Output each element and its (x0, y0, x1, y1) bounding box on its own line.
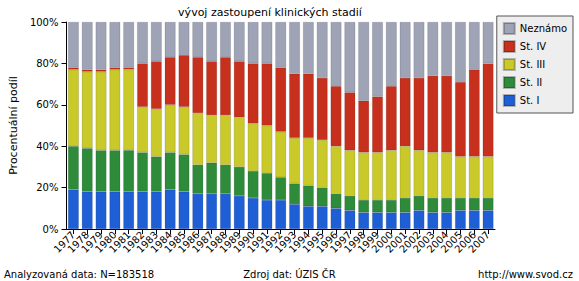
svg-text:1985: 1985 (162, 229, 188, 255)
svg-text:1997: 1997 (328, 229, 354, 255)
svg-text:1981: 1981 (106, 229, 133, 255)
svg-text:2004: 2004 (424, 229, 451, 255)
svg-text:2001: 2001 (383, 229, 409, 255)
svg-text:1980: 1980 (93, 229, 119, 255)
svg-text:1984: 1984 (148, 229, 174, 255)
svg-text:2005: 2005 (438, 229, 465, 255)
svg-text:1978: 1978 (65, 229, 92, 255)
svg-text:20%: 20% (36, 182, 58, 193)
svg-text:Neznámo: Neznámo (520, 23, 567, 34)
svg-text:http://www.svod.cz: http://www.svod.cz (478, 269, 573, 280)
svg-text:1982: 1982 (120, 229, 147, 255)
svg-text:1987: 1987 (189, 229, 216, 255)
svg-text:1991: 1991 (245, 229, 271, 255)
svg-text:1995: 1995 (300, 229, 327, 255)
svg-text:1994: 1994 (286, 229, 313, 255)
svg-text:1993: 1993 (272, 229, 299, 255)
svg-text:1986: 1986 (175, 229, 202, 255)
svg-text:2003: 2003 (410, 229, 437, 255)
svg-text:1998: 1998 (341, 229, 368, 255)
svg-text:2000: 2000 (369, 229, 396, 255)
svg-text:1990: 1990 (231, 229, 257, 255)
svg-text:2006: 2006 (452, 229, 479, 255)
svg-text:80%: 80% (36, 58, 58, 69)
svg-text:Procentuální podíl: Procentuální podíl (7, 76, 20, 175)
svg-text:St. IV: St. IV (520, 41, 547, 52)
svg-text:2007: 2007 (466, 229, 492, 255)
svg-text:Zdroj dat: ÚZIS ČR: Zdroj dat: ÚZIS ČR (243, 268, 336, 280)
svg-text:vývoj zastoupení klinických st: vývoj zastoupení klinických stadií (178, 6, 363, 19)
svg-text:2002: 2002 (397, 229, 423, 255)
svg-text:0%: 0% (43, 224, 59, 235)
svg-text:Analyzovaná data: N=183518: Analyzovaná data: N=183518 (4, 269, 154, 280)
svg-text:60%: 60% (36, 99, 58, 110)
svg-text:St. III: St. III (520, 59, 545, 70)
svg-text:40%: 40% (36, 141, 58, 152)
svg-text:1988: 1988 (203, 229, 230, 255)
svg-text:1989: 1989 (217, 229, 244, 255)
svg-text:1977: 1977 (51, 229, 78, 255)
svg-text:1996: 1996 (314, 229, 340, 255)
svg-text:St. II: St. II (520, 77, 543, 88)
svg-text:1979: 1979 (79, 229, 105, 255)
svg-text:100%: 100% (30, 17, 59, 28)
svg-text:1992: 1992 (258, 229, 285, 255)
svg-text:St. I: St. I (520, 95, 540, 106)
svg-text:1983: 1983 (134, 229, 161, 255)
svg-text:1999: 1999 (355, 229, 382, 255)
